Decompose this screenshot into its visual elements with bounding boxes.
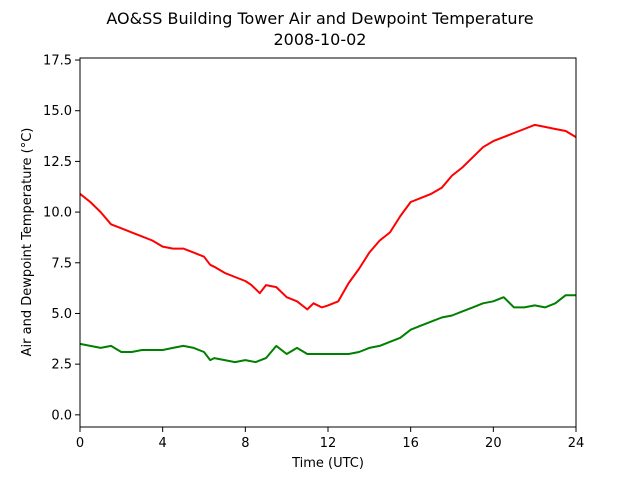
x-tick-label: 16 <box>402 436 419 451</box>
dewpoint-temperature-line <box>79 294 576 364</box>
y-axis: 0.0 2.5 5.0 7.5 10.0 12.5 15.0 17.5 <box>43 54 80 423</box>
y-tick-label: 7.5 <box>51 256 72 271</box>
x-tick-label: 8 <box>241 436 249 451</box>
chart-subtitle: 2008-10-02 <box>274 30 367 49</box>
series-layer <box>79 123 577 364</box>
x-tick-label: 4 <box>159 436 167 451</box>
y-tick-label: 15.0 <box>43 104 72 119</box>
y-tick-label: 5.0 <box>51 307 72 322</box>
x-tick-label: 20 <box>485 436 502 451</box>
x-axis: 0 4 8 12 16 20 24 <box>76 427 584 451</box>
x-tick-label: 0 <box>76 436 84 451</box>
x-tick-label: 12 <box>320 436 337 451</box>
y-tick-label: 10.0 <box>43 206 72 221</box>
x-axis-label: Time (UTC) <box>291 456 364 471</box>
y-tick-label: 17.5 <box>43 54 72 69</box>
x-tick-label: 24 <box>568 436 585 451</box>
y-tick-label: 0.0 <box>51 408 72 423</box>
air-temperature-line <box>79 123 577 311</box>
chart-title: AO&SS Building Tower Air and Dewpoint Te… <box>106 9 533 28</box>
plot-area <box>80 58 576 427</box>
y-axis-label: Air and Dewpoint Temperature (°C) <box>20 128 35 357</box>
y-tick-label: 2.5 <box>51 358 72 373</box>
y-tick-label: 12.5 <box>43 155 72 170</box>
